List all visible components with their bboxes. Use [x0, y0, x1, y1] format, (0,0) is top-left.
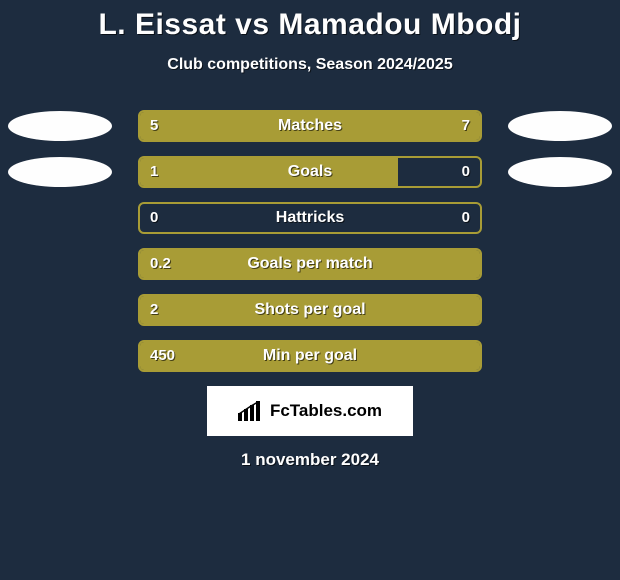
stat-row: 2 Shots per goal [0, 294, 620, 326]
stat-label: Matches [278, 110, 342, 142]
stat-row: 0 0 Hattricks [0, 202, 620, 234]
stat-label: Goals per match [247, 248, 372, 280]
player-ellipse-left [8, 157, 112, 187]
comparison-card: L. Eissat vs Mamadou Mbodj Club competit… [0, 0, 620, 580]
stat-value-left: 2 [150, 294, 158, 326]
stat-value-left: 0.2 [150, 248, 171, 280]
stat-value-right: 7 [462, 110, 470, 142]
stat-row: 0.2 Goals per match [0, 248, 620, 280]
stat-label: Goals [288, 156, 332, 188]
stat-value-left: 5 [150, 110, 158, 142]
stat-row: 1 0 Goals [0, 156, 620, 188]
subtitle: Club competitions, Season 2024/2025 [0, 56, 620, 74]
stat-label: Shots per goal [254, 294, 365, 326]
stat-value-left: 450 [150, 340, 175, 372]
stat-row: 450 Min per goal [0, 340, 620, 372]
watermark-text: FcTables.com [270, 401, 382, 421]
stat-bar-fill-left [140, 158, 398, 186]
page-title: L. Eissat vs Mamadou Mbodj [0, 0, 620, 42]
player-ellipse-right [508, 157, 612, 187]
player-ellipse-right [508, 111, 612, 141]
stat-row: 5 7 Matches [0, 110, 620, 142]
stat-label: Min per goal [263, 340, 357, 372]
stat-value-right: 0 [462, 156, 470, 188]
date: 1 november 2024 [0, 450, 620, 470]
stat-value-left: 0 [150, 202, 158, 234]
stat-label: Hattricks [276, 202, 344, 234]
stat-value-left: 1 [150, 156, 158, 188]
stat-value-right: 0 [462, 202, 470, 234]
watermark: FcTables.com [207, 386, 413, 436]
player-ellipse-left [8, 111, 112, 141]
watermark-icon [238, 401, 264, 421]
stat-bar-fill-left [140, 112, 276, 140]
stat-rows: 5 7 Matches 1 0 Goals 0 0 Hattricks 0.2 Goals per … [0, 110, 620, 372]
